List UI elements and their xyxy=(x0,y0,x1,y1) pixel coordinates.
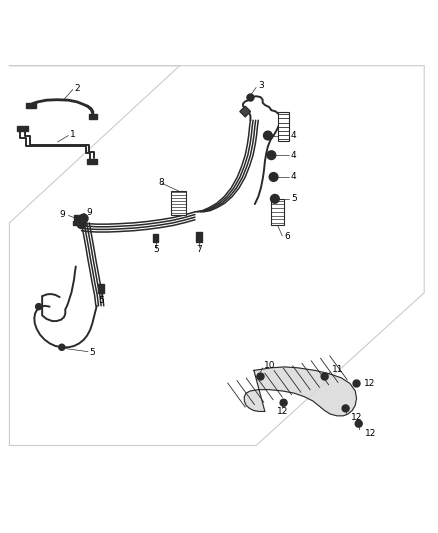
Text: 5: 5 xyxy=(90,348,95,357)
Bar xyxy=(171,191,186,215)
Text: 10: 10 xyxy=(264,361,275,370)
Polygon shape xyxy=(10,66,424,446)
Circle shape xyxy=(247,94,254,101)
Text: 5: 5 xyxy=(291,195,297,203)
Circle shape xyxy=(353,380,360,387)
Text: 6: 6 xyxy=(285,232,290,241)
Circle shape xyxy=(77,220,86,229)
Circle shape xyxy=(267,151,276,159)
Text: 3: 3 xyxy=(258,81,264,90)
Circle shape xyxy=(269,173,278,181)
Bar xyxy=(272,199,284,225)
Bar xyxy=(89,114,97,119)
Circle shape xyxy=(79,214,88,223)
Text: 4: 4 xyxy=(291,131,297,140)
Text: 2: 2 xyxy=(74,84,80,93)
Polygon shape xyxy=(240,106,251,117)
Circle shape xyxy=(280,399,287,406)
Bar xyxy=(99,284,104,293)
Circle shape xyxy=(257,373,264,380)
Bar xyxy=(73,221,80,225)
Text: 8: 8 xyxy=(159,177,164,187)
Bar xyxy=(196,232,202,241)
Text: 5: 5 xyxy=(153,245,159,254)
Text: 1: 1 xyxy=(70,130,75,139)
Text: 12: 12 xyxy=(365,429,376,438)
Text: 4: 4 xyxy=(291,173,297,182)
Text: 12: 12 xyxy=(351,413,362,422)
Text: 12: 12 xyxy=(364,379,375,388)
Text: 7: 7 xyxy=(197,245,202,254)
Polygon shape xyxy=(244,367,357,416)
Text: 11: 11 xyxy=(332,366,343,375)
Circle shape xyxy=(59,344,65,350)
Text: 4: 4 xyxy=(291,151,297,160)
Text: 9: 9 xyxy=(87,208,92,217)
Bar xyxy=(87,159,97,164)
Circle shape xyxy=(342,405,349,412)
Bar xyxy=(153,234,158,243)
Bar xyxy=(17,126,28,131)
Bar xyxy=(278,112,289,141)
Text: 12: 12 xyxy=(277,407,288,416)
Text: 5: 5 xyxy=(98,296,104,305)
Text: 9: 9 xyxy=(60,211,65,220)
Circle shape xyxy=(355,420,362,427)
Circle shape xyxy=(321,373,328,380)
Circle shape xyxy=(264,131,272,140)
Circle shape xyxy=(271,195,279,203)
Bar xyxy=(74,215,82,220)
Bar xyxy=(26,103,35,108)
Circle shape xyxy=(35,304,42,310)
